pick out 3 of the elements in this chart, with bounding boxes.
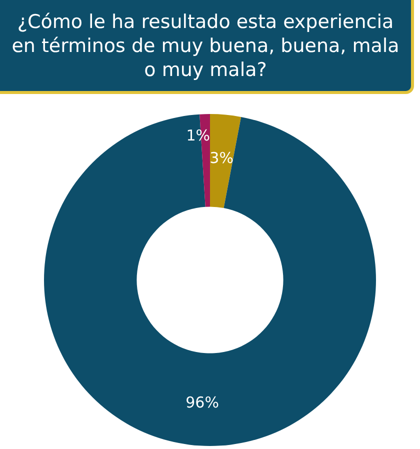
data-label: 3% <box>210 148 234 167</box>
chart-title: ¿Cómo le ha resultado esta experiencia en términos de muy buena, buena, mala o muy mala? <box>0 0 414 94</box>
data-label: 96% <box>186 393 219 412</box>
